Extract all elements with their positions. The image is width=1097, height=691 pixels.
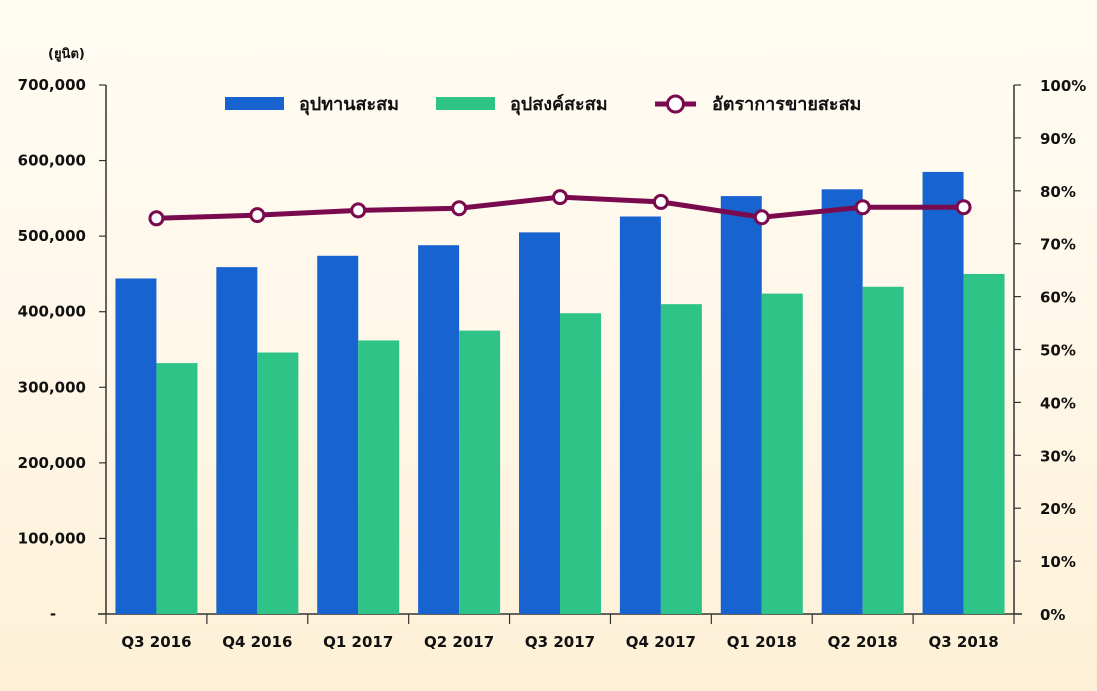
bar-supply xyxy=(317,255,359,614)
sales-rate-line xyxy=(148,189,972,227)
bar-demand xyxy=(862,286,904,614)
y-unit-label: (ยูนิต) xyxy=(48,47,85,62)
legend-swatch-supply xyxy=(225,97,284,110)
bar-supply xyxy=(115,278,157,614)
sales-rate-point xyxy=(753,209,770,226)
bar-supply xyxy=(216,267,258,614)
sales-rate-point xyxy=(451,200,468,217)
bar-supply xyxy=(519,232,560,614)
sales-rate-point xyxy=(552,189,568,206)
x-tick-label: Q4 2016 xyxy=(222,633,292,651)
legend-swatch-demand xyxy=(436,97,495,110)
legend: อุปทานสะสม อุปสงค์สะสม อัตราการขายสะสม xyxy=(225,93,861,116)
bar-demand xyxy=(459,330,501,614)
left-tick-label: 600,000 xyxy=(18,152,86,170)
x-tick-label: Q1 2017 xyxy=(323,633,393,651)
sales-rate-point xyxy=(955,199,972,216)
bar-demand xyxy=(963,273,1005,614)
sales-rate-point xyxy=(854,199,871,216)
x-tick-label: Q1 2018 xyxy=(727,633,797,651)
legend-marker-sales-rate xyxy=(666,94,685,114)
left-tick-label: 500,000 xyxy=(18,227,86,245)
x-tick-label: Q3 2017 xyxy=(525,633,595,651)
x-tick-label: Q3 2018 xyxy=(928,633,998,651)
bar-demand xyxy=(660,304,702,614)
right-tick-label: 30% xyxy=(1040,447,1076,465)
sales-rate-point xyxy=(350,202,367,219)
right-tick-label: 100% xyxy=(1040,77,1086,95)
bar-demand xyxy=(560,313,601,614)
bar-demand xyxy=(358,340,400,614)
bar-supply xyxy=(720,196,762,614)
bar-supply xyxy=(619,216,661,614)
axes: - 100,000 200,000 300,000 400,000 500,000 600,… xyxy=(18,76,1087,651)
x-tick-label: Q2 2018 xyxy=(828,633,898,651)
left-tick-label: 100,000 xyxy=(18,529,86,547)
left-tick-label: 700,000 xyxy=(18,76,86,94)
left-tick-label: - xyxy=(50,605,56,623)
right-tick-label: 80% xyxy=(1040,183,1076,201)
x-tick-label: Q2 2017 xyxy=(424,633,494,651)
bar-demand xyxy=(257,352,299,614)
right-tick-label: 50% xyxy=(1040,342,1076,360)
right-tick-label: 90% xyxy=(1040,130,1076,148)
right-tick-label: 70% xyxy=(1040,236,1076,254)
legend-label-demand: อุปสงค์สะสม xyxy=(510,93,608,116)
bars xyxy=(115,171,1005,614)
right-tick-label: 60% xyxy=(1040,289,1076,307)
left-tick-label: 400,000 xyxy=(18,303,86,321)
sales-rate-point xyxy=(148,210,165,227)
bar-demand xyxy=(156,363,198,614)
bar-supply xyxy=(922,171,964,614)
right-tick-label: 20% xyxy=(1040,500,1076,518)
sales-rate-point xyxy=(652,193,669,210)
bar-supply xyxy=(821,189,863,614)
x-tick-label: Q3 2016 xyxy=(121,633,191,651)
bar-supply xyxy=(418,245,460,614)
legend-label-sales-rate: อัตราการขายสะสม xyxy=(712,94,861,115)
x-tick-label: Q4 2017 xyxy=(626,633,696,651)
left-tick-label: 200,000 xyxy=(18,454,86,472)
bar-demand xyxy=(761,293,803,614)
left-tick-label: 300,000 xyxy=(18,378,86,396)
right-tick-label: 10% xyxy=(1040,553,1076,571)
right-tick-label: 40% xyxy=(1040,394,1076,412)
right-tick-label: 0% xyxy=(1040,606,1065,624)
sales-rate-point xyxy=(249,207,266,224)
legend-label-supply: อุปทานสะสม xyxy=(299,94,399,116)
